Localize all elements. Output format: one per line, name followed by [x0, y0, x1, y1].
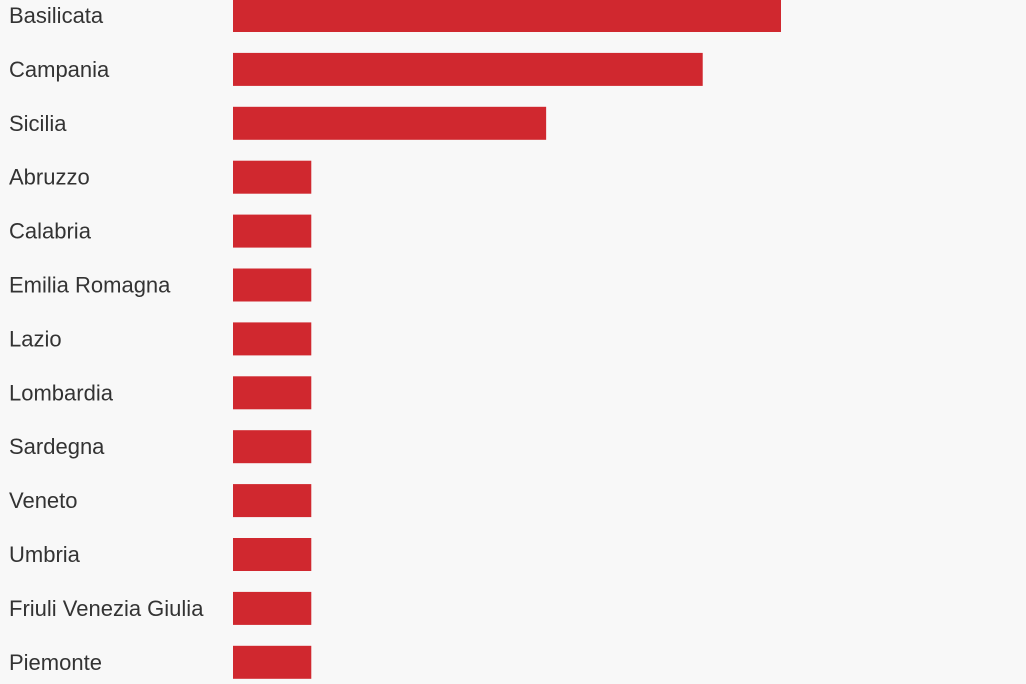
category-label: Umbria: [9, 542, 81, 567]
bar: [233, 538, 312, 571]
category-label: Calabria: [9, 219, 92, 244]
bar: [233, 591, 312, 625]
category-label: Lazio: [9, 326, 62, 351]
bar: [233, 268, 312, 302]
bar: [233, 645, 312, 679]
category-label: Veneto: [9, 488, 78, 513]
bar: [233, 430, 312, 464]
bar: [233, 106, 547, 140]
bar: [233, 52, 703, 86]
category-label: Abruzzo: [9, 165, 90, 190]
category-label: Campania: [9, 57, 110, 82]
bar: [233, 214, 312, 248]
category-label: Piemonte: [9, 650, 102, 675]
bar: [233, 0, 781, 32]
bar: [233, 484, 312, 518]
bar: [233, 376, 312, 410]
category-label: Emilia Romagna: [9, 273, 171, 298]
category-label: Sardegna: [9, 434, 105, 459]
category-label: Basilicata: [9, 3, 104, 28]
category-labels: Basilicata Campania Sicilia Abruzzo Calabria…: [9, 3, 204, 675]
category-label: Friuli Venezia Giulia: [9, 596, 204, 621]
category-label: Sicilia: [9, 111, 67, 136]
bar: [233, 322, 312, 356]
bar: [233, 160, 312, 194]
bars: [233, 0, 781, 679]
category-label: Lombardia: [9, 380, 114, 405]
